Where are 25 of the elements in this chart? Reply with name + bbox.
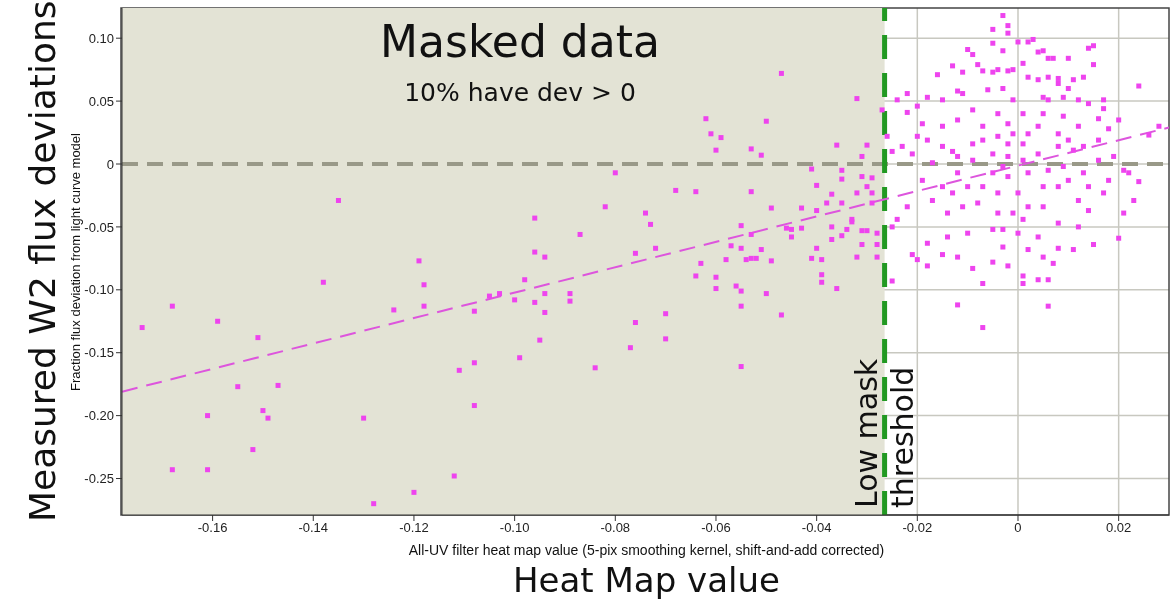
y-tick-label: -0.15 [84,345,114,361]
x-axis-title: All-UV filter heat map value (5-pix smoothing kernel, shift-and-add corrected) [407,542,886,558]
y-tick-label: 0 [106,156,114,172]
y-tick-label: 0.10 [88,30,114,46]
text: Measured W2 flux deviations [21,0,64,522]
annotation: Masked data [379,16,661,67]
x-tick-label: 0 [1014,520,1022,536]
annotation: 10% have dev > 0 [403,78,637,107]
x-tick-label: -0.16 [197,520,228,536]
x-tick-label: 0.02 [1106,520,1132,536]
x-tick-label: -0.02 [902,520,933,536]
x-tick-label: -0.14 [298,520,329,536]
x-tick-label: -0.12 [399,520,429,536]
y-axis-title: Fraction flux deviation from light curve model [67,132,84,393]
y-tick-label: -0.05 [84,219,114,235]
x-tick-label: -0.06 [701,520,731,536]
x-tick-label: -0.04 [801,520,832,536]
y-tick-label: -0.20 [84,408,114,424]
y-tick-label: -0.10 [84,282,114,298]
ref-line-label: Low mask threshold [848,357,921,508]
text: Heat Map value [512,560,781,600]
x-tick-label: -0.08 [600,520,631,536]
y-tick-label: -0.25 [84,471,114,487]
y-tick-label: 0.05 [88,93,114,109]
x-tick-label: -0.10 [499,520,530,536]
